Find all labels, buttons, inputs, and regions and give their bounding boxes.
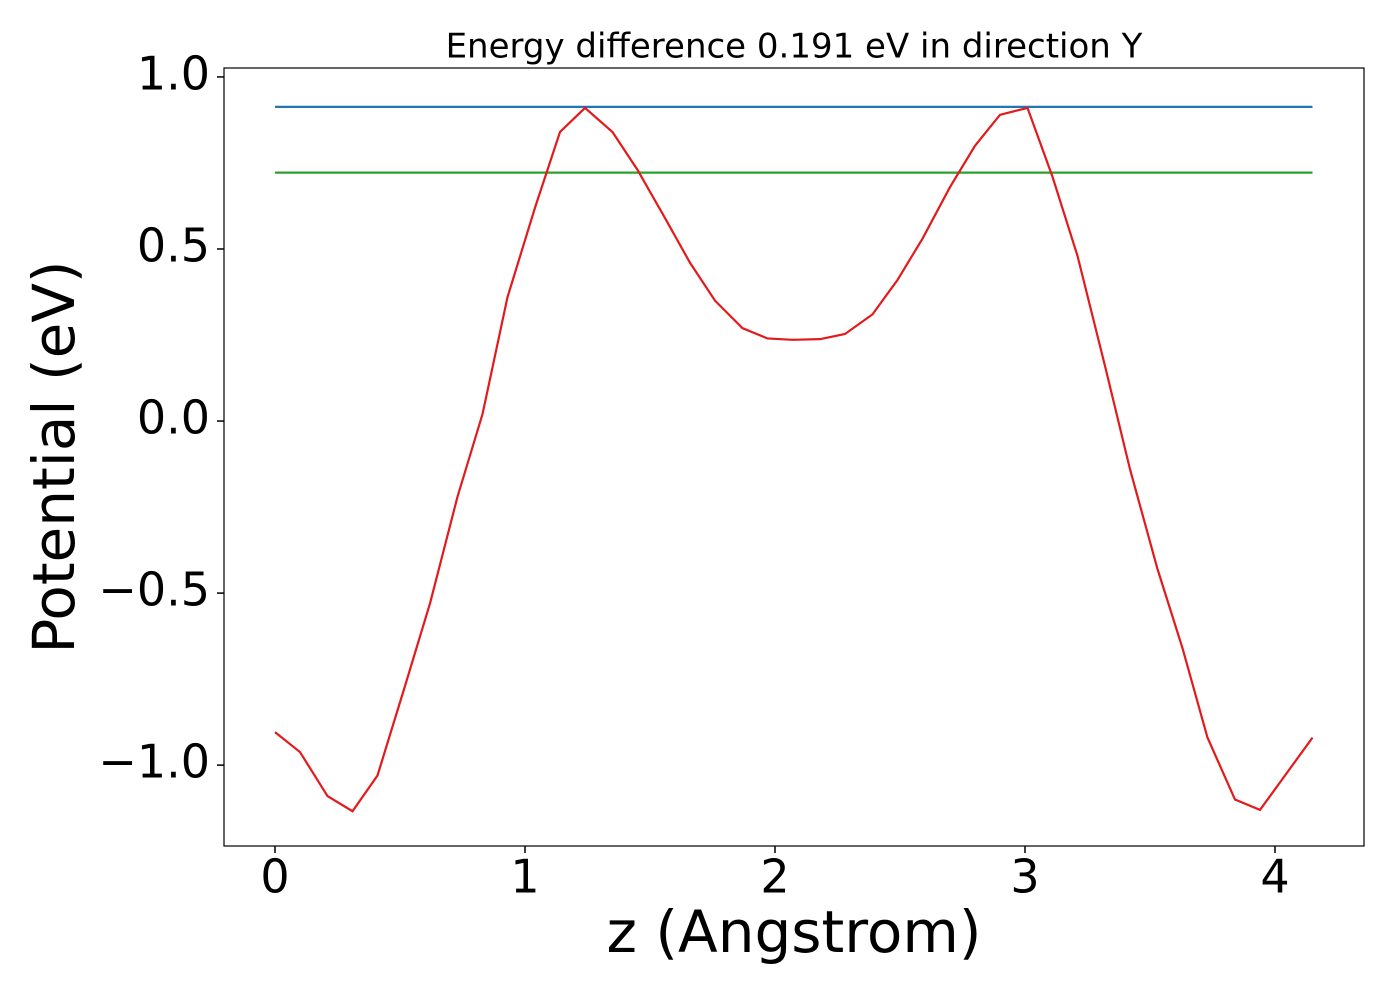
y-tick-label: 1.0	[137, 46, 210, 100]
y-tick-label: 0.0	[137, 391, 210, 445]
data-line	[274, 106, 1314, 813]
plot-frame	[223, 67, 1365, 847]
x-tick-label: 1	[510, 850, 539, 904]
x-tick-label: 3	[1010, 850, 1039, 904]
chart-title: Energy difference 0.191 eV in direction …	[446, 27, 1143, 67]
x-tick-label: 4	[1260, 850, 1289, 904]
y-tick-label: 0.5	[137, 218, 210, 272]
x-axis-label: z (Angstrom)	[607, 898, 982, 966]
y-axis-label: Potential (eV)	[20, 260, 88, 653]
x-tick-label: 2	[760, 850, 789, 904]
y-tick-label: −0.5	[98, 563, 210, 617]
y-tick-label: −1.0	[98, 735, 210, 789]
x-tick-label: 0	[260, 850, 289, 904]
